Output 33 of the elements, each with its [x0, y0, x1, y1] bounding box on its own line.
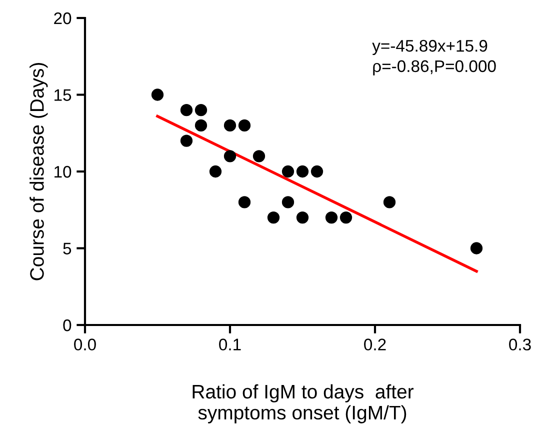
point: [310, 165, 324, 178]
y-tick-label: 0: [63, 319, 72, 332]
y-axis-title: Course of disease (Days): [30, 63, 48, 280]
x-tick-label: 0.3: [509, 338, 531, 350]
point: [383, 196, 396, 208]
point: [194, 104, 208, 116]
point: [238, 119, 251, 132]
point: [194, 119, 208, 132]
y-tick-label: 15: [54, 89, 72, 101]
y-tick-label: 10: [54, 166, 72, 178]
x-axis-title: Ratio of IgM to days after symptoms onset (IgM/T): [192, 384, 414, 424]
y-tick-label: 20: [54, 12, 72, 24]
point: [340, 211, 352, 224]
annotation: y=-45.89x+15.9 ρ=-0.86,P=0.000: [372, 40, 496, 76]
point: [151, 88, 164, 101]
point: [325, 211, 338, 224]
point: [252, 150, 266, 162]
x-tick-label: 0.2: [364, 338, 386, 350]
y-tick-label: 5: [63, 242, 72, 254]
point: [180, 134, 193, 147]
point: [282, 196, 294, 208]
point: [238, 196, 251, 208]
point: [470, 242, 483, 254]
point: [267, 211, 280, 224]
point: [209, 165, 222, 178]
x-tick-label: 0.0: [74, 338, 96, 350]
x-tick-label: 0.1: [219, 338, 241, 350]
point: [224, 119, 236, 132]
point: [282, 165, 294, 178]
point: [180, 104, 193, 116]
point: [224, 150, 236, 162]
point: [296, 211, 309, 224]
point: [296, 165, 309, 178]
